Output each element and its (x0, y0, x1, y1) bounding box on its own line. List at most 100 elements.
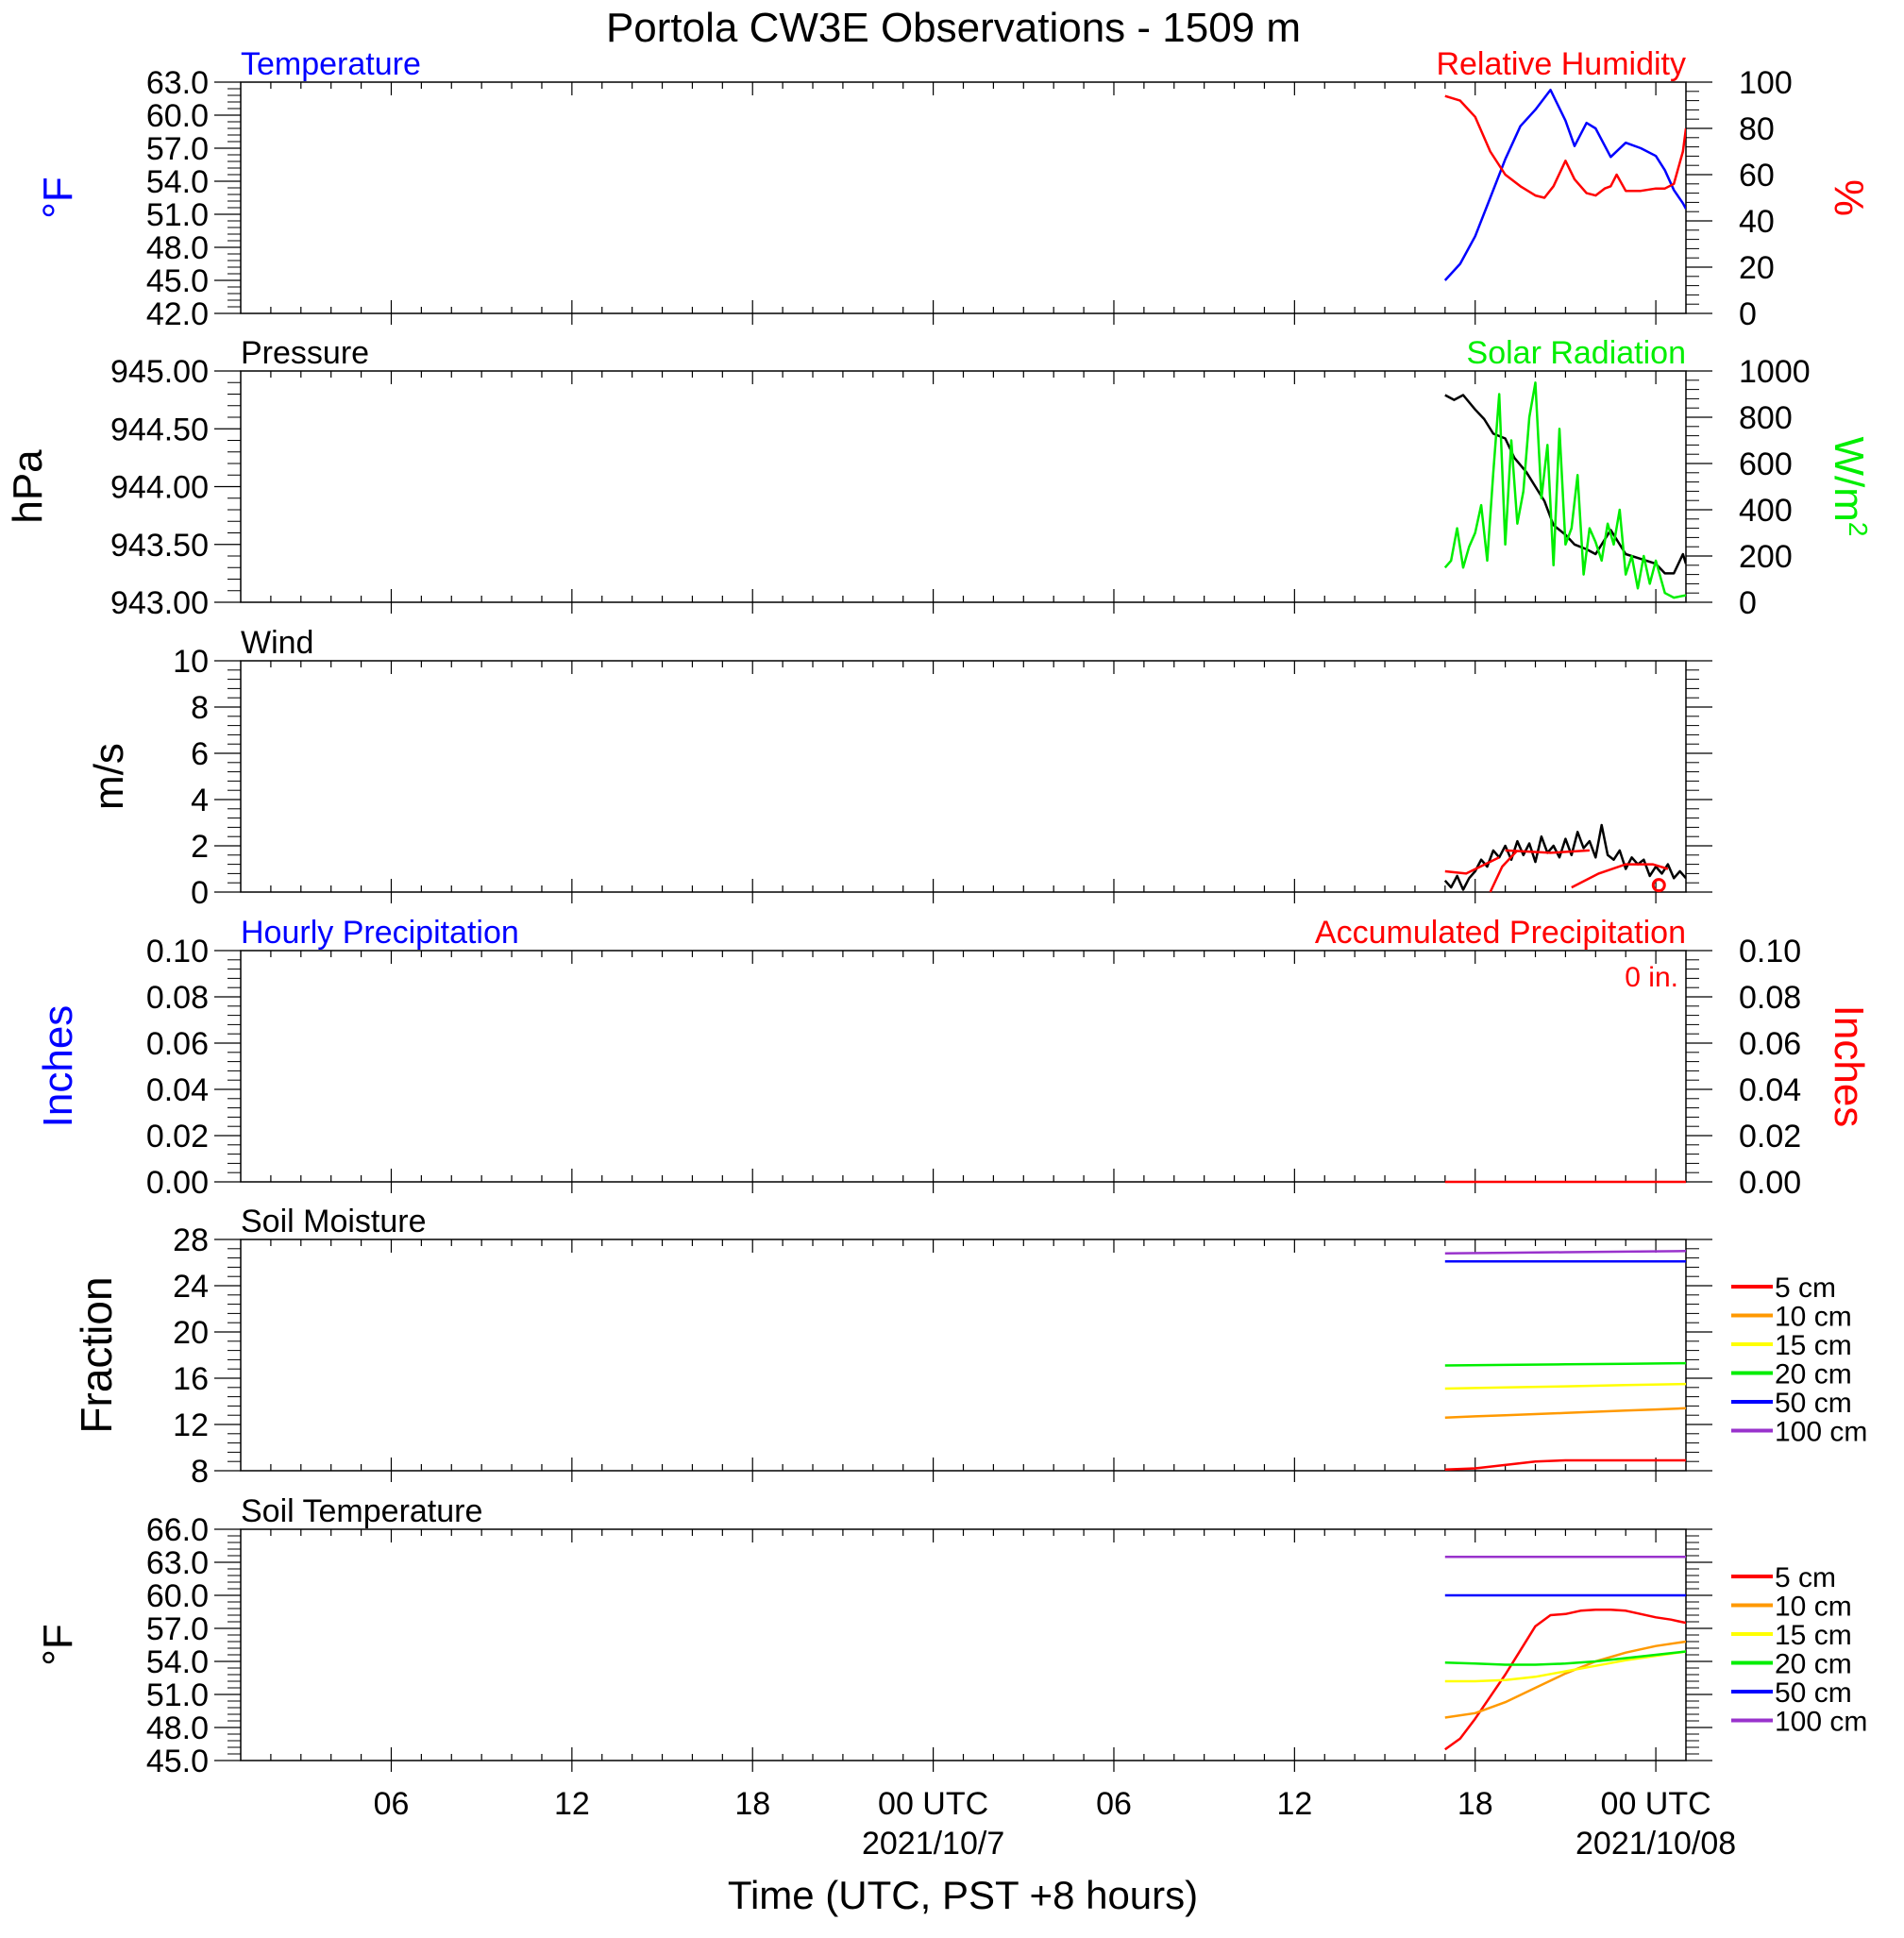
panels: 63.060.057.054.051.048.045.042.010080604… (5, 46, 1874, 1779)
left-tick-label: 45.0 (146, 263, 209, 299)
left-unit-label: Inches (35, 1005, 81, 1128)
left-tick-label: 0.08 (146, 980, 209, 1016)
right-tick-label: 0.10 (1739, 934, 1801, 969)
time-tick-label: 12 (1276, 1786, 1312, 1822)
left-tick-label: 0 (191, 875, 209, 911)
legend-label: 10 cm (1775, 1592, 1852, 1623)
right-tick-label: 0.04 (1739, 1072, 1801, 1108)
right-tick-label: 0 (1739, 296, 1757, 332)
left-tick-label: 51.0 (146, 1677, 209, 1713)
right-tick-label: 0.06 (1739, 1026, 1801, 1062)
panel-left-title: Wind (241, 625, 313, 661)
right-tick-label: 60 (1739, 158, 1775, 194)
time-tick-label: 00 UTC (878, 1786, 988, 1822)
series-temperature (1443, 88, 1686, 281)
left-tick-label: 8 (191, 1454, 209, 1490)
left-tick-label: 0.04 (146, 1072, 209, 1108)
right-tick-label: 0 (1739, 585, 1757, 621)
right-unit-label: Inches (1826, 1005, 1872, 1128)
left-tick-label: 28 (173, 1222, 209, 1258)
right-tick-label: 0.08 (1739, 980, 1801, 1016)
left-tick-label: 48.0 (146, 230, 209, 266)
legend-label: 50 cm (1775, 1677, 1852, 1709)
left-tick-label: 24 (173, 1269, 209, 1305)
left-tick-label: 945.00 (110, 354, 209, 390)
panel-left-title: Soil Moisture (241, 1204, 427, 1239)
legend-label: 20 cm (1775, 1359, 1852, 1390)
series-wind-direction-segment (1571, 863, 1669, 889)
legend-label: 20 cm (1775, 1649, 1852, 1680)
panel-left-title: Hourly Precipitation (241, 915, 519, 951)
left-tick-label: 42.0 (146, 296, 209, 332)
left-tick-label: 943.00 (110, 585, 209, 621)
series-wind-direction-segment (1444, 856, 1500, 875)
left-tick-label: 944.00 (110, 470, 209, 506)
legend-label: 100 cm (1775, 1707, 1867, 1738)
left-tick-label: 60.0 (146, 1578, 209, 1614)
date-label: 2021/10/7 (862, 1826, 1004, 1862)
series-100-cm (1444, 1250, 1686, 1255)
left-tick-label: 0.10 (146, 934, 209, 969)
left-tick-label: 2 (191, 829, 209, 865)
panel-pressure: 945.00 944.50 944.00 943.50 943.00 1000 800 600… (5, 335, 1874, 621)
left-tick-label: 54.0 (146, 164, 209, 200)
legend-label: 15 cm (1775, 1330, 1852, 1361)
left-tick-label: 6 (191, 736, 209, 772)
left-tick-label: 63.0 (146, 1545, 209, 1581)
panel-right-title: Accumulated Precipitation (1315, 915, 1686, 951)
left-tick-label: 16 (173, 1361, 209, 1397)
series-relative-humidity (1444, 94, 1686, 199)
x-axis-title: Time (UTC, PST +8 hours) (728, 1873, 1198, 1917)
time-axis: 06 12 18 00 UTC 06 12 18 00 UTC 2021/10/7 2021/10… (374, 1786, 1737, 1862)
legend-label: 5 cm (1775, 1562, 1836, 1593)
time-tick-label: 18 (1457, 1786, 1493, 1822)
left-tick-label: 54.0 (146, 1644, 209, 1680)
right-tick-label: 20 (1739, 250, 1775, 286)
date-label: 2021/10/08 (1575, 1826, 1736, 1862)
left-tick-label: 48.0 (146, 1710, 209, 1746)
series-wind-direction-segment (1505, 849, 1590, 854)
time-tick-label: 00 UTC (1601, 1786, 1711, 1822)
right-tick-label: 1000 (1739, 354, 1811, 390)
left-unit-label: m/s (86, 743, 132, 810)
left-tick-label: 45.0 (146, 1744, 209, 1779)
left-tick-label: 63.0 (146, 65, 209, 101)
right-tick-label: 100 (1739, 65, 1793, 101)
right-tick-label: 200 (1739, 539, 1793, 575)
left-tick-label: 944.50 (110, 412, 209, 447)
legend-label: 10 cm (1775, 1302, 1852, 1333)
left-tick-label: 0.00 (146, 1165, 209, 1201)
legend-label: 15 cm (1775, 1620, 1852, 1651)
figure-title: Portola CW3E Observations - 1509 m (606, 5, 1301, 51)
legend-label: 5 cm (1775, 1272, 1836, 1304)
panel-left-title: Temperature (241, 46, 421, 82)
panel-precipitation: 0.10 0.08 0.06 0.04 0.02 0.00 0.10 0.08 0.06 0.04… (35, 915, 1872, 1201)
series-5-cm (1444, 1608, 1686, 1751)
time-tick-label: 06 (1096, 1786, 1132, 1822)
panel-right-title: Solar Radiation (1467, 335, 1686, 371)
left-tick-label: 0.06 (146, 1026, 209, 1062)
panel-series (1443, 823, 1686, 893)
time-tick-label: 18 (734, 1786, 770, 1822)
right-tick-label: 0.02 (1739, 1119, 1801, 1154)
series-20-cm (1444, 1650, 1686, 1666)
panel-temperature: 63.060.057.054.051.048.045.042.0 100 80 60 4… (35, 46, 1872, 332)
panel-series (1444, 1250, 1686, 1472)
series-5-cm (1444, 1458, 1686, 1472)
series-solar-radiation (1443, 381, 1686, 599)
panel-right-title: Relative Humidity (1436, 46, 1686, 82)
left-tick-label: 0.02 (146, 1119, 209, 1154)
legend-label: 50 cm (1775, 1388, 1852, 1419)
series-10-cm (1444, 1407, 1686, 1419)
left-tick-label: 20 (173, 1315, 209, 1351)
panel-series (1444, 1555, 1686, 1751)
right-tick-label: 40 (1739, 204, 1775, 240)
left-tick-label: 8 (191, 690, 209, 726)
left-tick-label: 10 (173, 644, 209, 680)
left-tick-label: 57.0 (146, 131, 209, 167)
calm-wind-marker (1651, 878, 1666, 893)
right-unit-label: W/m2 (1826, 437, 1874, 537)
